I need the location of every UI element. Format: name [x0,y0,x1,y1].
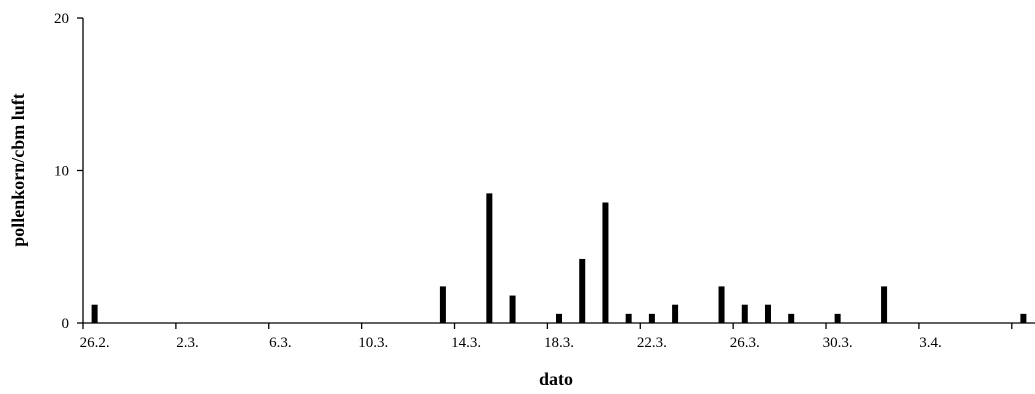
bar-28.3. [788,313,795,323]
y-tick-label: 10 [54,164,69,180]
y-tick-label: 0 [62,316,70,332]
x-tick-label: 10.3. [358,335,388,351]
x-tick-label: 2.3. [176,335,199,351]
x-tick-label: 26.2. [80,335,110,351]
bar-13.3. [439,286,446,323]
bar-19.3. [579,258,586,323]
bar-25.3. [718,286,725,323]
bar-23.3. [672,304,679,323]
bar-7.4. [1020,313,1027,323]
bar-15.3. [486,193,493,324]
x-ticks-group: 26.2. 2.3. 6.3. 10.3. 14.3. 18.3. 22.3. 26.3. 30… [80,323,1013,351]
bar-1.4. [881,286,888,323]
bar-26.2. [91,304,98,323]
x-tick-label: 14.3. [451,335,481,351]
x-axis-title: dato [539,369,573,389]
y-tick-label: 20 [54,11,69,27]
bar-20.3. [602,202,609,323]
bar-26.3. [741,304,748,323]
y-ticks-group: 0 10 20 [54,11,83,332]
bar-27.3. [764,304,771,323]
bar-22.3. [648,313,655,323]
y-axis-title: pollenkorn/cbm luft [8,93,28,247]
bar-18.3. [556,313,562,323]
x-tick-label: 18.3. [544,335,574,351]
x-tick-label: 6.3. [269,335,292,351]
bar-30.3. [834,313,841,323]
x-tick-label: 30.3. [823,335,853,351]
bar-21.3. [625,313,632,323]
x-tick-label: 26.3. [730,335,760,351]
x-tick-label: 22.3. [637,335,667,351]
x-tick-label: 3.4. [919,335,942,351]
bars-group [91,193,1027,324]
bar-16.3. [509,295,516,323]
